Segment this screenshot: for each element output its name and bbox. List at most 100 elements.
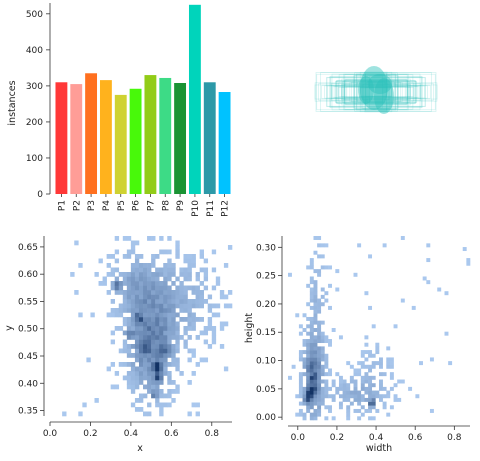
box-density (368, 74, 392, 94)
heatmap-cell (306, 342, 311, 347)
heatmap-cell (147, 335, 152, 340)
heatmap-cell (110, 299, 116, 304)
heatmap-cell (360, 405, 365, 410)
heatmap-cell (155, 371, 160, 376)
heatmap-cell (151, 348, 156, 354)
box-outline (330, 77, 422, 107)
box-outline (362, 74, 390, 110)
heatmap-cell (159, 402, 164, 408)
heatmap-cell (328, 405, 332, 410)
heatmap-cell (167, 312, 172, 318)
bar-x-ticks: P1 P2 P3 P4 P5 P6 P7 P8 P9 P10 P11 P12 (57, 194, 231, 217)
heatmap-cell (371, 375, 376, 380)
heatmap-cell (302, 397, 307, 402)
heatmap-cell (183, 317, 188, 322)
heatmap-cell (138, 353, 144, 358)
heatmap-cell (134, 339, 140, 345)
heatmap-cell (338, 386, 343, 391)
heatmap-cell (143, 326, 148, 331)
heatmap-cell (143, 312, 148, 318)
heatmap-cell (106, 366, 111, 372)
heatmap-cell (179, 303, 184, 309)
heatmap-cell (183, 339, 188, 345)
heatmap-cell (118, 303, 124, 309)
heatmap-cell (151, 308, 156, 313)
heatmap-cell (159, 357, 164, 363)
heatmap-cell (353, 372, 358, 377)
heatmap-cell (171, 335, 176, 340)
bar-y-tick-label: 100 (26, 154, 43, 164)
heatmap-cell (159, 317, 164, 322)
heatmap-cell (324, 372, 329, 377)
heatmap-cell (159, 389, 164, 394)
heatmap-cell (155, 402, 160, 408)
heatmap-cell (126, 303, 132, 309)
y-tick-label: 0.50 (18, 325, 38, 335)
heatmap-cell (122, 321, 128, 327)
heatmap-cell (219, 344, 225, 349)
heatmap-cell (353, 408, 358, 413)
heatmap-cell (324, 416, 329, 421)
heatmap-cell (320, 335, 325, 340)
heatmap-cell (353, 394, 358, 399)
heatmap-cell (138, 299, 144, 304)
heatmap-cell (147, 326, 152, 331)
heatmap-cell (302, 394, 307, 399)
box-outline (353, 75, 399, 109)
heatmap-cell (175, 344, 180, 349)
heatmap-cell (110, 330, 116, 336)
box-outline (337, 79, 415, 105)
heatmap-cell (159, 353, 164, 358)
heatmap-cell (309, 298, 314, 303)
heatmap-cell (114, 285, 120, 291)
heatmap-cell (346, 416, 351, 421)
heatmap-cell (159, 375, 164, 381)
heatmap-cell (143, 384, 148, 390)
heatmap-cell (313, 372, 318, 377)
heatmap-cell (215, 281, 221, 286)
heatmap-cell (163, 312, 168, 318)
heatmap-cell (163, 290, 168, 295)
heatmap-cell (183, 285, 188, 291)
heatmap-cell (353, 397, 358, 402)
heatmap-cell (143, 348, 148, 354)
heatmap-cell (338, 375, 343, 380)
heatmap-cell (309, 386, 314, 391)
heatmap-cell (389, 386, 394, 391)
heatmap-cell (147, 348, 152, 354)
heatmap-cell (203, 258, 209, 264)
heatmap-cell (371, 401, 376, 406)
heatmap-cell (313, 236, 318, 240)
heatmap-cell (320, 254, 325, 259)
box-outline (338, 74, 414, 110)
heatmap-cell (147, 312, 152, 318)
heatmap-cell (171, 389, 176, 394)
heatmap-cell (167, 393, 172, 399)
box-outline (368, 85, 384, 99)
heatmap-cell (313, 386, 318, 391)
heatmap-cell (122, 294, 128, 300)
heatmap-cell (163, 303, 168, 309)
heatmap-cell (306, 361, 311, 366)
heatmap-cell (298, 386, 303, 391)
heatmap-cell (175, 285, 180, 291)
heatmap-cell (159, 272, 164, 277)
bar-y-axis-label: instances (7, 80, 18, 125)
box-outline (326, 77, 426, 107)
heatmap-cell (122, 290, 128, 295)
heatmap-cell (118, 348, 124, 354)
heatmap-cell (306, 405, 311, 410)
heatmap-cell (151, 330, 156, 336)
heatmap-cell (118, 326, 124, 331)
box-density (374, 78, 394, 114)
heatmap-cell (191, 371, 196, 376)
heatmap-cell (317, 331, 322, 336)
heatmap-cell (379, 394, 383, 399)
heatmap-cell (199, 281, 204, 286)
y-tick-label: 0.65 (18, 243, 38, 253)
heatmap-cell (134, 263, 140, 268)
heatmap-cell (159, 371, 164, 376)
heatmap-cell (360, 394, 365, 399)
heatmap-cell (295, 394, 300, 399)
